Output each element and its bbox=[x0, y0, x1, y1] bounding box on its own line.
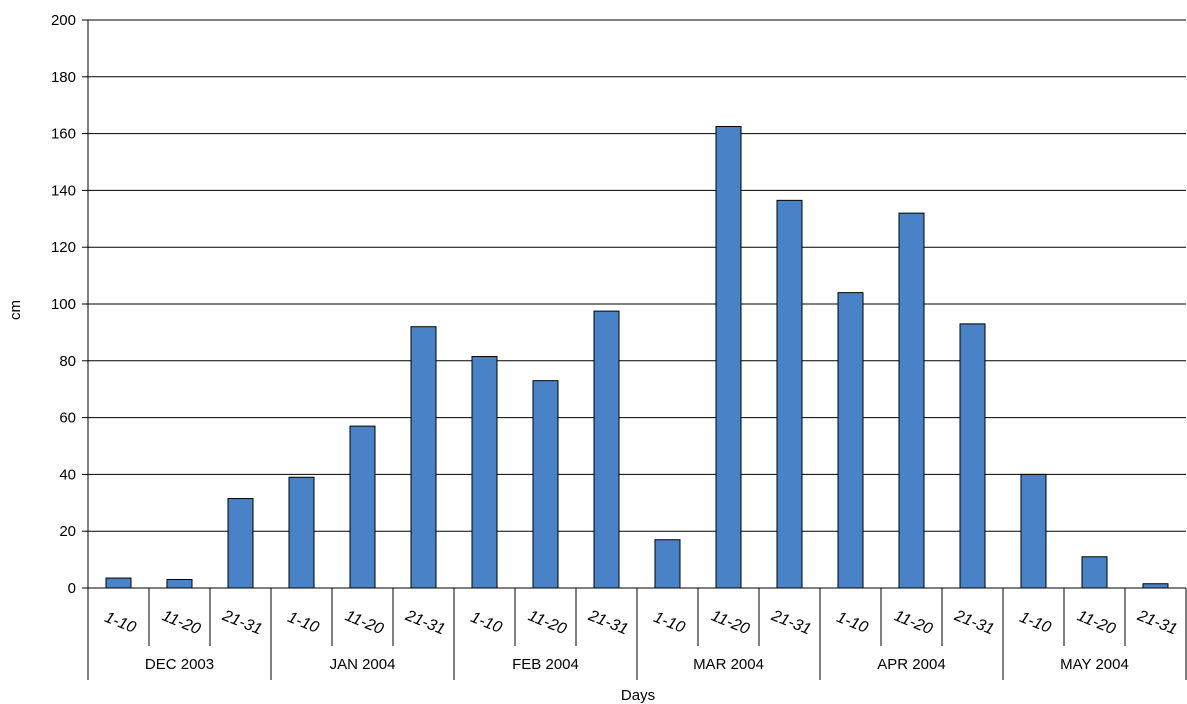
bar bbox=[410, 326, 437, 589]
x-group-label: DEC 2003 bbox=[145, 656, 214, 673]
bar bbox=[349, 425, 376, 589]
x-category-label: 21-31 bbox=[219, 607, 264, 638]
x-category-label: 11-20 bbox=[1075, 608, 1118, 639]
gridlines bbox=[88, 19, 1186, 532]
x-category-label: 11-20 bbox=[526, 608, 569, 639]
y-axis-title: cm bbox=[7, 300, 24, 320]
bar bbox=[1081, 556, 1108, 589]
bar bbox=[715, 126, 742, 589]
y-tick-label: 180 bbox=[51, 69, 76, 86]
x-category-label: 21-31 bbox=[1134, 607, 1179, 638]
bar bbox=[166, 578, 193, 589]
y-tick-label: 140 bbox=[51, 182, 76, 199]
bar bbox=[654, 539, 681, 589]
bar bbox=[227, 498, 254, 589]
y-tick-label: 0 bbox=[68, 580, 76, 597]
x-category-label: 11-20 bbox=[892, 608, 935, 639]
bar bbox=[288, 476, 315, 589]
x-category-label: 1-10 bbox=[651, 609, 687, 637]
bar bbox=[105, 577, 132, 589]
x-group-label: APR 2004 bbox=[877, 656, 945, 673]
bar bbox=[1142, 583, 1169, 589]
x-category-label: 11-20 bbox=[343, 608, 386, 639]
x-axis-title: Days bbox=[621, 687, 655, 704]
bar bbox=[471, 356, 498, 589]
x-group-label: MAY 2004 bbox=[1060, 656, 1129, 673]
bar bbox=[837, 292, 864, 589]
x-group-label: MAR 2004 bbox=[693, 656, 764, 673]
y-tick-label: 120 bbox=[51, 239, 76, 256]
bar bbox=[593, 310, 620, 589]
y-tick-label: 20 bbox=[59, 523, 76, 540]
bar bbox=[1020, 473, 1047, 589]
bar bbox=[532, 380, 559, 589]
x-category-label: 11-20 bbox=[160, 608, 203, 639]
x-category-label: 11-20 bbox=[709, 608, 752, 639]
x-category-labels: 1-10 11-20 21-31 1-10 11-20 21-31 1-10 11-20 21-… bbox=[102, 607, 1179, 638]
y-tick-label: 60 bbox=[59, 410, 76, 427]
bar bbox=[776, 199, 803, 589]
x-category-label: 1-10 bbox=[285, 609, 321, 637]
bar bbox=[959, 323, 986, 589]
x-category-label: 1-10 bbox=[834, 609, 870, 637]
x-group-label: FEB 2004 bbox=[512, 656, 579, 673]
y-tick-labels: 0 20 40 60 80 100 120 140 160 180 200 bbox=[51, 12, 76, 597]
x-category-label: 21-31 bbox=[768, 607, 813, 638]
axes bbox=[82, 19, 1187, 680]
x-group-labels: DEC 2003 JAN 2004 FEB 2004 MAR 2004 APR 2004… bbox=[145, 656, 1129, 673]
x-category-label: 21-31 bbox=[951, 607, 996, 638]
x-category-label: 1-10 bbox=[102, 609, 138, 637]
bar bbox=[898, 212, 925, 589]
y-tick-label: 40 bbox=[59, 466, 76, 483]
x-group-label: JAN 2004 bbox=[330, 656, 396, 673]
y-tick-label: 80 bbox=[59, 353, 76, 370]
y-tick-label: 100 bbox=[51, 296, 76, 313]
x-category-label: 21-31 bbox=[402, 607, 447, 638]
bars bbox=[105, 126, 1169, 589]
x-category-label: 1-10 bbox=[468, 609, 504, 637]
y-tick-label: 200 bbox=[51, 12, 76, 29]
x-category-label: 1-10 bbox=[1017, 609, 1053, 637]
y-tick-label: 160 bbox=[51, 126, 76, 143]
x-category-label: 21-31 bbox=[585, 607, 630, 638]
